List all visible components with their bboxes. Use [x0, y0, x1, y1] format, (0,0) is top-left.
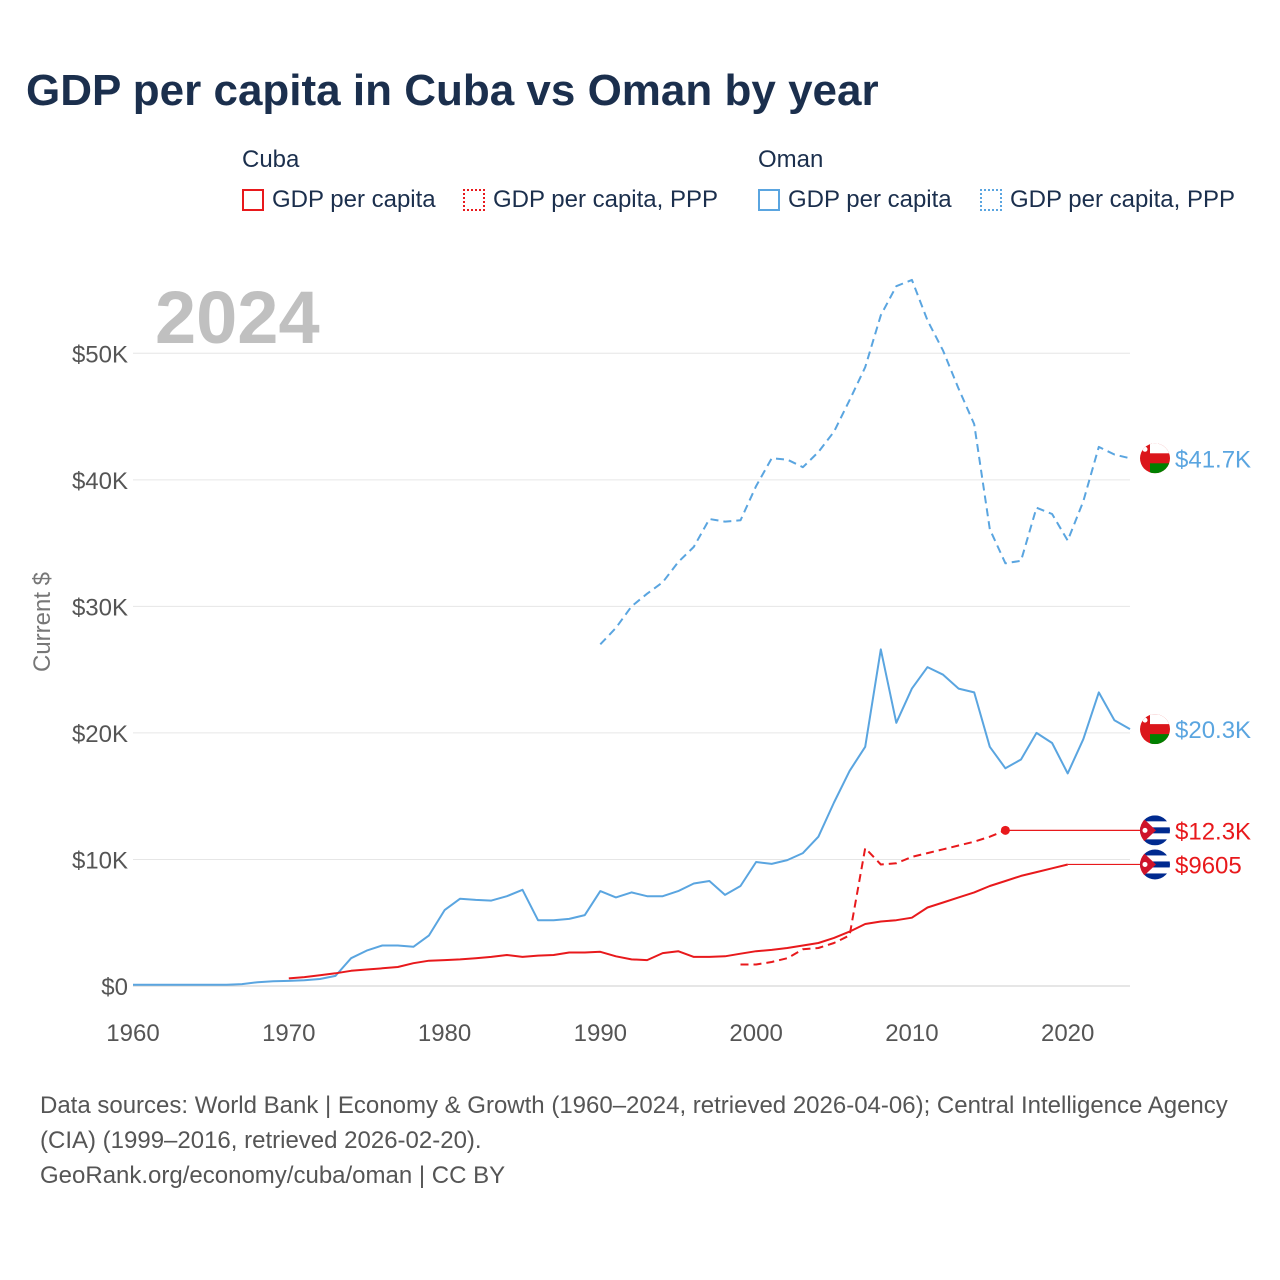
x-tick-label: 1990	[574, 1020, 627, 1047]
series-end-marker	[1000, 825, 1010, 835]
legend-oman-ppp[interactable]: GDP per capita, PPP	[980, 185, 1235, 215]
y-tick-label: $30K	[72, 594, 128, 621]
y-tick-label: $10K	[72, 847, 128, 874]
legend-swatch-dotted-red	[463, 189, 485, 211]
footer-sources: Data sources: World Bank | Economy & Gro…	[40, 1092, 1228, 1154]
x-tick-label: 2010	[885, 1020, 938, 1047]
series-line	[133, 648, 1131, 986]
legend-oman-title: Oman	[758, 146, 824, 173]
series-line	[599, 278, 1131, 645]
y-tick-label: $40K	[72, 468, 128, 495]
series-end-label: $20.3K	[1175, 717, 1251, 744]
legend-cuba-gdp[interactable]: GDP per capita	[242, 185, 436, 215]
y-tick-label: $20K	[72, 721, 128, 748]
grid-lines	[133, 352, 1130, 987]
x-tick-label: 2000	[729, 1020, 782, 1047]
end-labels: $41.7K $20.3K $12.3K $9605	[1140, 443, 1251, 880]
oman-flag-icon	[1140, 714, 1170, 745]
x-tick-label: 2020	[1041, 1020, 1094, 1047]
legend-label: GDP per capita	[788, 186, 952, 213]
cuba-flag-icon	[1140, 815, 1170, 846]
y-axis-label: Current $	[29, 572, 56, 672]
y-axis-ticks: $0 $10K $20K $30K $40K $50K	[72, 341, 128, 1001]
chart-plot: 2024 Current $ $0 $10K $20K $30K $40K $50K 19…	[29, 276, 1251, 1047]
legend-cuba-title: Cuba	[242, 146, 300, 173]
series-line	[740, 829, 1006, 966]
chart-title: GDP per capita in Cuba vs Oman by year	[26, 66, 879, 115]
series-end-label: $12.3K	[1175, 818, 1251, 845]
legend-cuba-ppp[interactable]: GDP per capita, PPP	[463, 185, 718, 215]
x-tick-label: 1980	[418, 1020, 471, 1047]
legend-swatch-dotted-blue	[980, 189, 1002, 211]
x-tick-label: 1970	[262, 1020, 315, 1047]
legend-label: GDP per capita	[272, 186, 436, 213]
x-axis-ticks: 1960 1970 1980 1990 2000 2010 2020	[106, 1020, 1094, 1047]
series-end-label: $41.7K	[1175, 446, 1251, 473]
series-end-label: $9605	[1175, 852, 1242, 879]
legend-oman-gdp[interactable]: GDP per capita	[758, 185, 952, 215]
y-tick-label: $0	[101, 974, 128, 1001]
footer: Data sources: World Bank | Economy & Gro…	[40, 1088, 1250, 1193]
legend-label: GDP per capita, PPP	[1010, 186, 1235, 213]
footer-credit[interactable]: GeoRank.org/economy/cuba/oman | CC BY	[40, 1162, 506, 1189]
legend-swatch-solid-blue	[758, 189, 780, 211]
year-watermark: 2024	[155, 276, 320, 359]
legend-swatch-solid-red	[242, 189, 264, 211]
series-lines	[133, 278, 1155, 986]
oman-flag-icon	[1140, 443, 1170, 474]
legend-label: GDP per capita, PPP	[493, 186, 718, 213]
x-tick-label: 1960	[106, 1020, 159, 1047]
series-line	[288, 863, 1068, 980]
y-tick-label: $50K	[72, 341, 128, 368]
cuba-flag-icon	[1140, 849, 1170, 880]
